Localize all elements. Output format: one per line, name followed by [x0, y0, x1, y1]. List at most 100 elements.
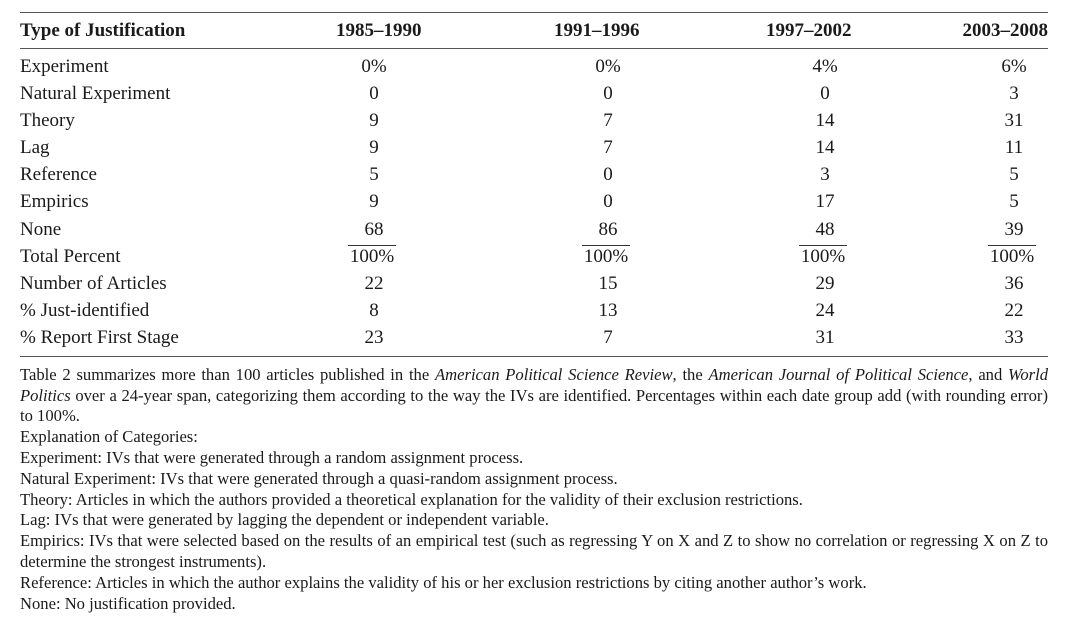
notes-line: None: No justification provided.	[20, 593, 236, 613]
cell-value: 36	[1004, 272, 1024, 294]
table-cell: 0	[466, 80, 724, 107]
table-row: % Just-identified 8 13 24 22	[20, 298, 1048, 325]
table-cell: 3	[902, 80, 1048, 107]
table-row: Natural Experiment 0 0 0 3	[20, 80, 1048, 107]
cell-value: 31	[815, 327, 835, 349]
cell-value: 0%	[595, 55, 621, 77]
table-cell: 86	[466, 216, 724, 243]
table-row: Number of Articles 22 15 29 36	[20, 270, 1048, 297]
cell-value: 15	[598, 272, 618, 294]
cell-value: 3	[1009, 82, 1019, 104]
notes-line: Experiment: IVs that were generated thro…	[20, 448, 524, 468]
row-label: Number of Articles	[20, 272, 167, 294]
cell-value: 3	[820, 164, 830, 186]
table-cell: 11	[902, 134, 1048, 161]
cell-value: 11	[1004, 136, 1024, 158]
row-label: % Just-identified	[20, 300, 150, 322]
cell-value: 4%	[812, 55, 838, 77]
cell-value: 5	[1009, 164, 1019, 186]
cell-value: 9	[369, 191, 379, 213]
table-cell: 6%	[902, 49, 1048, 81]
table-cell: 36	[902, 270, 1048, 297]
cell-value: 68	[364, 218, 384, 240]
table-cell: 14	[724, 107, 902, 134]
table-cell: 5	[902, 189, 1048, 216]
header-period-4: 2003–2008	[962, 19, 1049, 41]
cell-value: 5	[1009, 191, 1019, 213]
cell-value: 7	[603, 109, 613, 131]
table-cell: 23	[298, 325, 466, 354]
notes-line: Natural Experiment: IVs that were genera…	[20, 468, 618, 488]
row-label: Natural Experiment	[20, 82, 171, 104]
cell-value: 39	[1004, 218, 1024, 240]
table-notes: Table 2 summarizes more than 100 article…	[20, 365, 1048, 615]
table-cell: 22	[298, 270, 466, 297]
cell-value: 100%	[348, 245, 396, 268]
notes-line: Lag: IVs that were generated by lagging …	[20, 510, 549, 530]
table-cell: 3	[724, 162, 902, 189]
cell-value: 31	[1004, 109, 1024, 131]
table-cell: 68	[298, 216, 466, 243]
table-row: None 68 86 48 39	[20, 216, 1048, 243]
table-bottom-rule	[20, 355, 1048, 357]
journal-apsr: American Political Science Review	[435, 364, 673, 384]
cell-value: 48	[815, 218, 835, 240]
table-row: Experiment 0% 0% 4% 6%	[20, 49, 1048, 81]
table-cell: 7	[466, 325, 724, 354]
cell-value: 0%	[361, 55, 387, 77]
cell-value: 17	[815, 191, 835, 213]
notes-summary: Table 2 summarizes more than 100 article…	[20, 364, 1049, 426]
table-row: Lag 9 7 14 11	[20, 134, 1048, 161]
cell-value: 100%	[988, 245, 1036, 268]
cell-value: 14	[815, 109, 835, 131]
table-cell: 39	[902, 216, 1048, 243]
header-row: Type of Justification 1985–1990 1991–199…	[20, 12, 1049, 49]
cell-value: 9	[369, 109, 379, 131]
table-container: Type of Justification 1985–1990 1991–199…	[20, 12, 1048, 614]
table-cell: 14	[724, 134, 902, 161]
cell-value: 24	[815, 300, 835, 322]
row-label: Experiment	[20, 55, 109, 77]
journal-world-politics: World Politics	[20, 364, 1049, 405]
table-cell: 0	[466, 189, 724, 216]
table-cell: 15	[466, 270, 724, 297]
table-cell: 0	[466, 162, 724, 189]
table-row: Theory 9 7 14 31	[20, 107, 1048, 134]
table-cell: 4%	[724, 49, 902, 81]
table-cell: 100%	[466, 243, 724, 270]
header-period-1: 1985–1990	[336, 19, 422, 41]
table-row: % Report First Stage 23 7 31 33	[20, 325, 1048, 354]
notes-line: Reference: Articles in which the author …	[20, 572, 867, 592]
table-cell: 31	[724, 325, 902, 354]
notes-line: Theory: Articles in which the authors pr…	[20, 489, 803, 509]
row-label: Lag	[20, 136, 50, 158]
table-cell: 17	[724, 189, 902, 216]
cell-value: 9	[369, 136, 379, 158]
row-label: Total Percent	[20, 245, 121, 267]
header-period-3: 1997–2002	[766, 19, 852, 41]
table-row: Total Percent 100% 100% 100% 100%	[20, 243, 1048, 270]
table-cell: 0%	[298, 49, 466, 81]
table-cell: 9	[298, 189, 466, 216]
notes-line: Empirics: IVs that were selected based o…	[20, 531, 1048, 572]
table-cell: 100%	[298, 243, 466, 270]
cell-value: 7	[603, 136, 613, 158]
cell-value: 0	[369, 82, 379, 104]
table-cell: 9	[298, 107, 466, 134]
justification-table: Type of Justification 1985–1990 1991–199…	[20, 12, 1048, 354]
table-cell: 8	[298, 298, 466, 325]
row-label: % Report First Stage	[20, 327, 179, 349]
table-cell: 31	[902, 107, 1048, 134]
cell-value: 100%	[582, 245, 630, 268]
table-cell: 22	[902, 298, 1048, 325]
cell-value: 0	[603, 191, 613, 213]
cell-value: 0	[820, 82, 830, 104]
row-label: Empirics	[20, 191, 89, 213]
table-cell: 100%	[724, 243, 902, 270]
table-header: Type of Justification 1985–1990 1991–199…	[20, 12, 1049, 49]
journal-ajps: American Journal of Political Science	[708, 364, 969, 384]
cell-value: 7	[603, 327, 613, 349]
cell-value: 0	[603, 82, 613, 104]
cell-value: 8	[369, 300, 379, 322]
row-label: Theory	[20, 109, 75, 131]
